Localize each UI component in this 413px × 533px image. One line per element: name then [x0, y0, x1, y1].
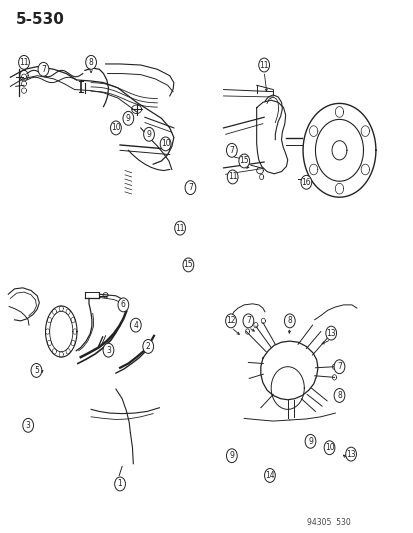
Text: 7: 7: [245, 317, 250, 325]
Text: 11: 11: [259, 61, 268, 69]
Text: 15: 15: [183, 261, 193, 269]
Circle shape: [242, 314, 253, 328]
Text: 12: 12: [226, 317, 235, 325]
Text: 14: 14: [264, 471, 274, 480]
Text: 11: 11: [19, 58, 28, 67]
Circle shape: [323, 441, 334, 455]
Circle shape: [183, 258, 193, 272]
Circle shape: [85, 55, 96, 69]
Text: 15: 15: [239, 157, 249, 165]
Circle shape: [142, 340, 153, 353]
Circle shape: [130, 318, 141, 332]
Text: 1: 1: [117, 480, 122, 488]
Text: 7: 7: [336, 362, 341, 371]
Text: 5-530: 5-530: [16, 12, 64, 27]
Circle shape: [185, 181, 195, 195]
Text: 16: 16: [301, 178, 311, 187]
Text: 11: 11: [228, 173, 237, 181]
Text: 10: 10: [111, 124, 121, 132]
Circle shape: [325, 326, 336, 340]
Circle shape: [226, 143, 237, 157]
Circle shape: [238, 154, 249, 168]
Text: 3: 3: [106, 346, 111, 354]
Text: 8: 8: [88, 58, 93, 67]
Circle shape: [226, 449, 237, 463]
Circle shape: [174, 221, 185, 235]
Text: 3: 3: [26, 421, 31, 430]
Text: 7: 7: [188, 183, 192, 192]
Text: 13: 13: [345, 450, 355, 458]
Circle shape: [333, 360, 344, 374]
Circle shape: [143, 127, 154, 141]
Circle shape: [258, 58, 269, 72]
Circle shape: [227, 170, 237, 184]
Circle shape: [264, 469, 275, 482]
Text: 7: 7: [229, 146, 234, 155]
Circle shape: [300, 175, 311, 189]
Text: 10: 10: [160, 140, 170, 148]
Text: 8: 8: [336, 391, 341, 400]
Circle shape: [114, 477, 125, 491]
Circle shape: [284, 314, 294, 328]
Text: 9: 9: [126, 114, 131, 123]
Circle shape: [333, 389, 344, 402]
Text: 9: 9: [307, 437, 312, 446]
Text: 13: 13: [325, 329, 335, 337]
Circle shape: [31, 364, 42, 377]
Circle shape: [225, 314, 236, 328]
Circle shape: [110, 121, 121, 135]
Circle shape: [118, 298, 128, 312]
Text: 9: 9: [229, 451, 234, 460]
Text: 5: 5: [34, 366, 39, 375]
Circle shape: [304, 434, 315, 448]
Text: 6: 6: [121, 301, 126, 309]
Circle shape: [23, 418, 33, 432]
Text: 9: 9: [146, 130, 151, 139]
Circle shape: [19, 55, 29, 69]
Circle shape: [38, 62, 49, 76]
Text: 94305  530: 94305 530: [306, 518, 350, 527]
Circle shape: [103, 343, 114, 357]
Text: 2: 2: [145, 342, 150, 351]
Text: 8: 8: [287, 317, 292, 325]
Text: 10: 10: [324, 443, 334, 452]
Circle shape: [345, 447, 356, 461]
Text: 4: 4: [133, 321, 138, 329]
Circle shape: [160, 137, 171, 151]
Text: 7: 7: [41, 65, 46, 74]
Circle shape: [123, 111, 133, 125]
Text: 11: 11: [175, 224, 184, 232]
